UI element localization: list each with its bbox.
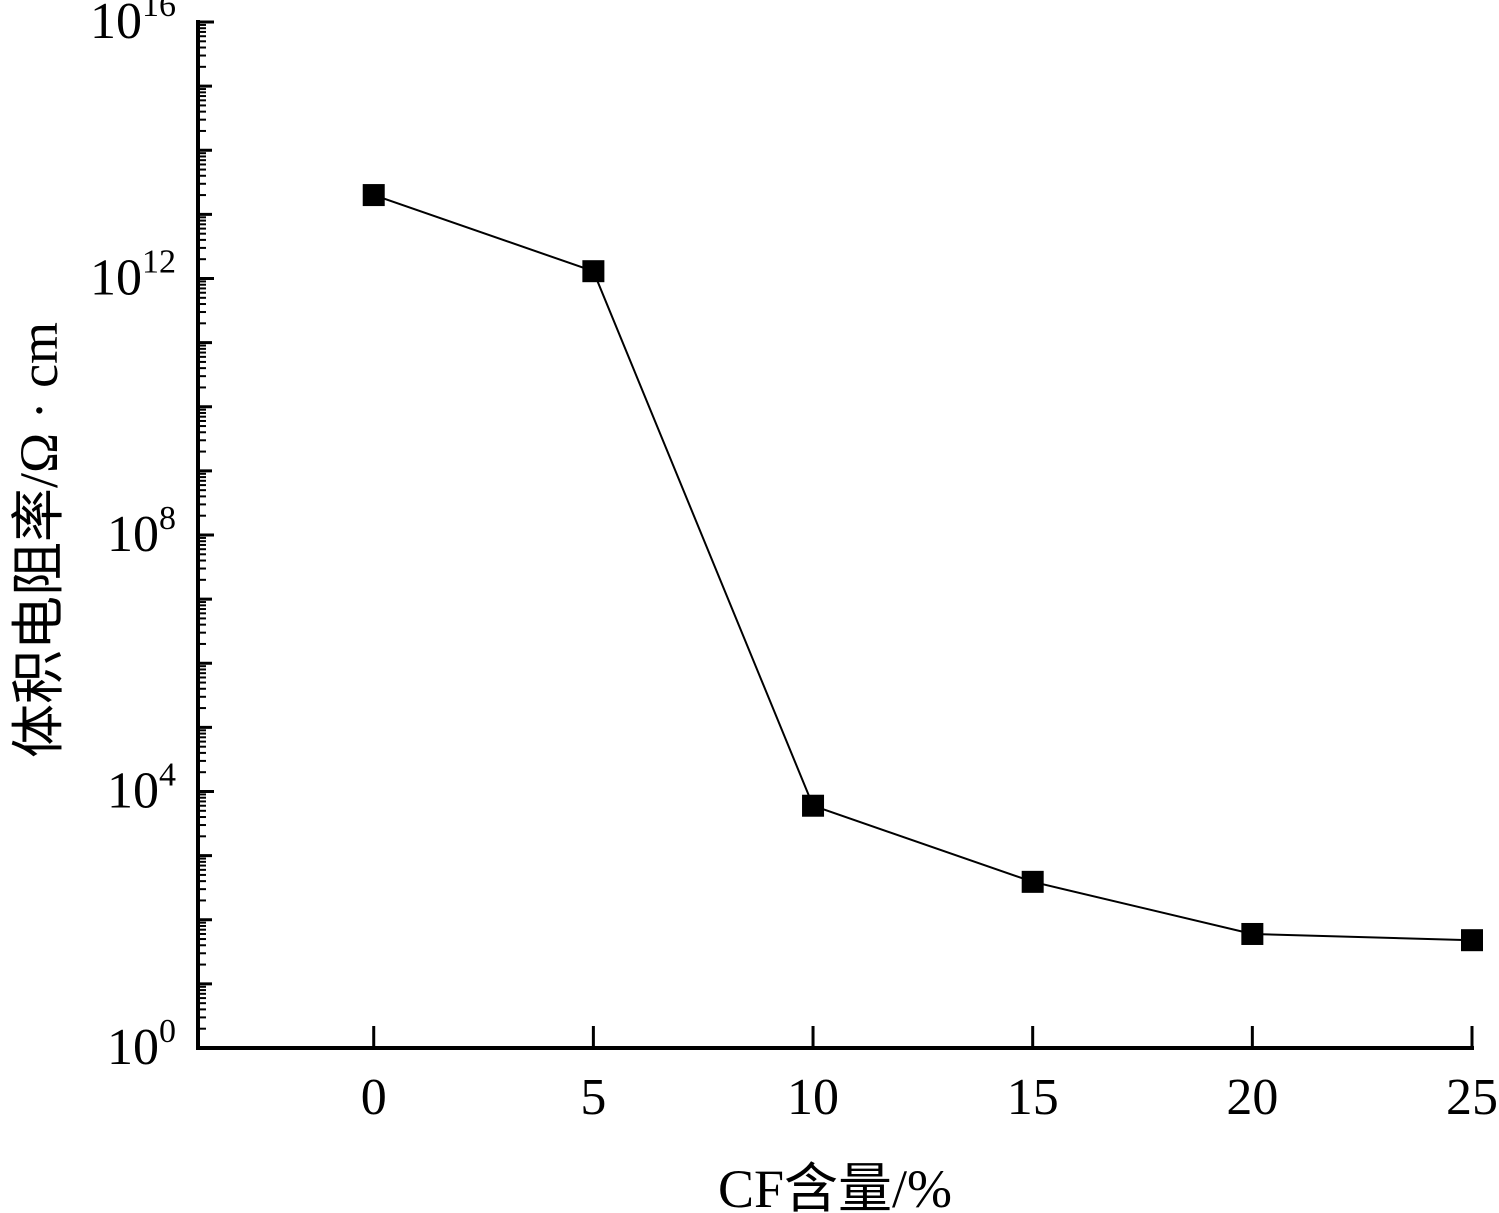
data-point-marker <box>1461 929 1483 952</box>
data-point-marker <box>802 794 825 817</box>
x-tick-label: 20 <box>1226 1069 1278 1126</box>
y-tick-label: 1012 <box>90 244 176 307</box>
data-point-marker <box>582 260 605 283</box>
data-point-marker <box>362 184 385 207</box>
y-tick-label: 108 <box>107 500 176 563</box>
data-series <box>362 184 1483 952</box>
y-axis-ticks: 100 104 108 1012 1016 <box>90 0 214 1076</box>
x-axis-ticks: 0 5 10 15 20 25 <box>361 1026 1498 1126</box>
x-axis-title: CF含量/% <box>718 1159 952 1213</box>
y-tick-label: 1016 <box>90 0 176 50</box>
y-tick-label: 104 <box>107 757 176 820</box>
data-point-marker <box>1241 922 1264 945</box>
y-tick-label: 100 <box>107 1013 176 1076</box>
series-line <box>373 194 1473 942</box>
x-tick-label: 15 <box>1007 1069 1059 1126</box>
axes <box>196 20 1474 1050</box>
x-tick-label: 0 <box>361 1069 387 1126</box>
x-tick-label: 25 <box>1446 1069 1498 1126</box>
x-tick-label: 10 <box>787 1069 839 1126</box>
data-point-marker <box>1021 870 1044 893</box>
y-axis-title: 体积电阻率/Ω · cm <box>9 322 69 758</box>
x-tick-label: 5 <box>580 1069 606 1126</box>
